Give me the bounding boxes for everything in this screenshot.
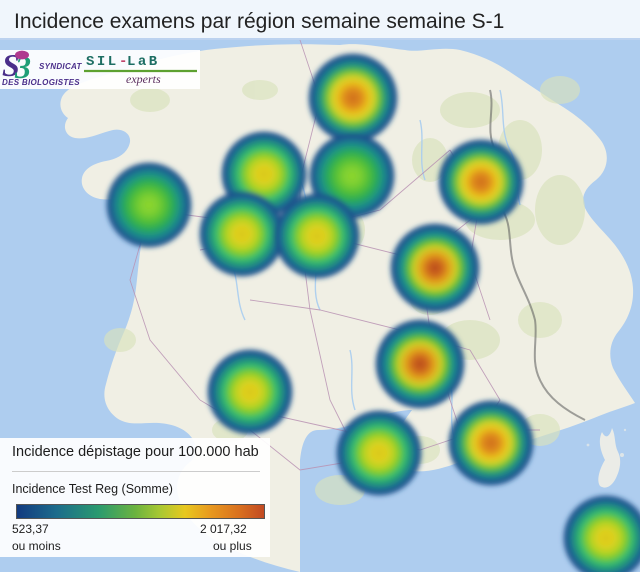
svg-text:experts: experts [126, 72, 161, 86]
svg-text:DES BIOLOGISTES: DES BIOLOGISTES [2, 78, 80, 87]
svg-text:SYNDICAT: SYNDICAT [39, 62, 83, 71]
svg-text:LaB: LaB [127, 54, 160, 70]
svg-text:SIL: SIL [86, 54, 119, 70]
